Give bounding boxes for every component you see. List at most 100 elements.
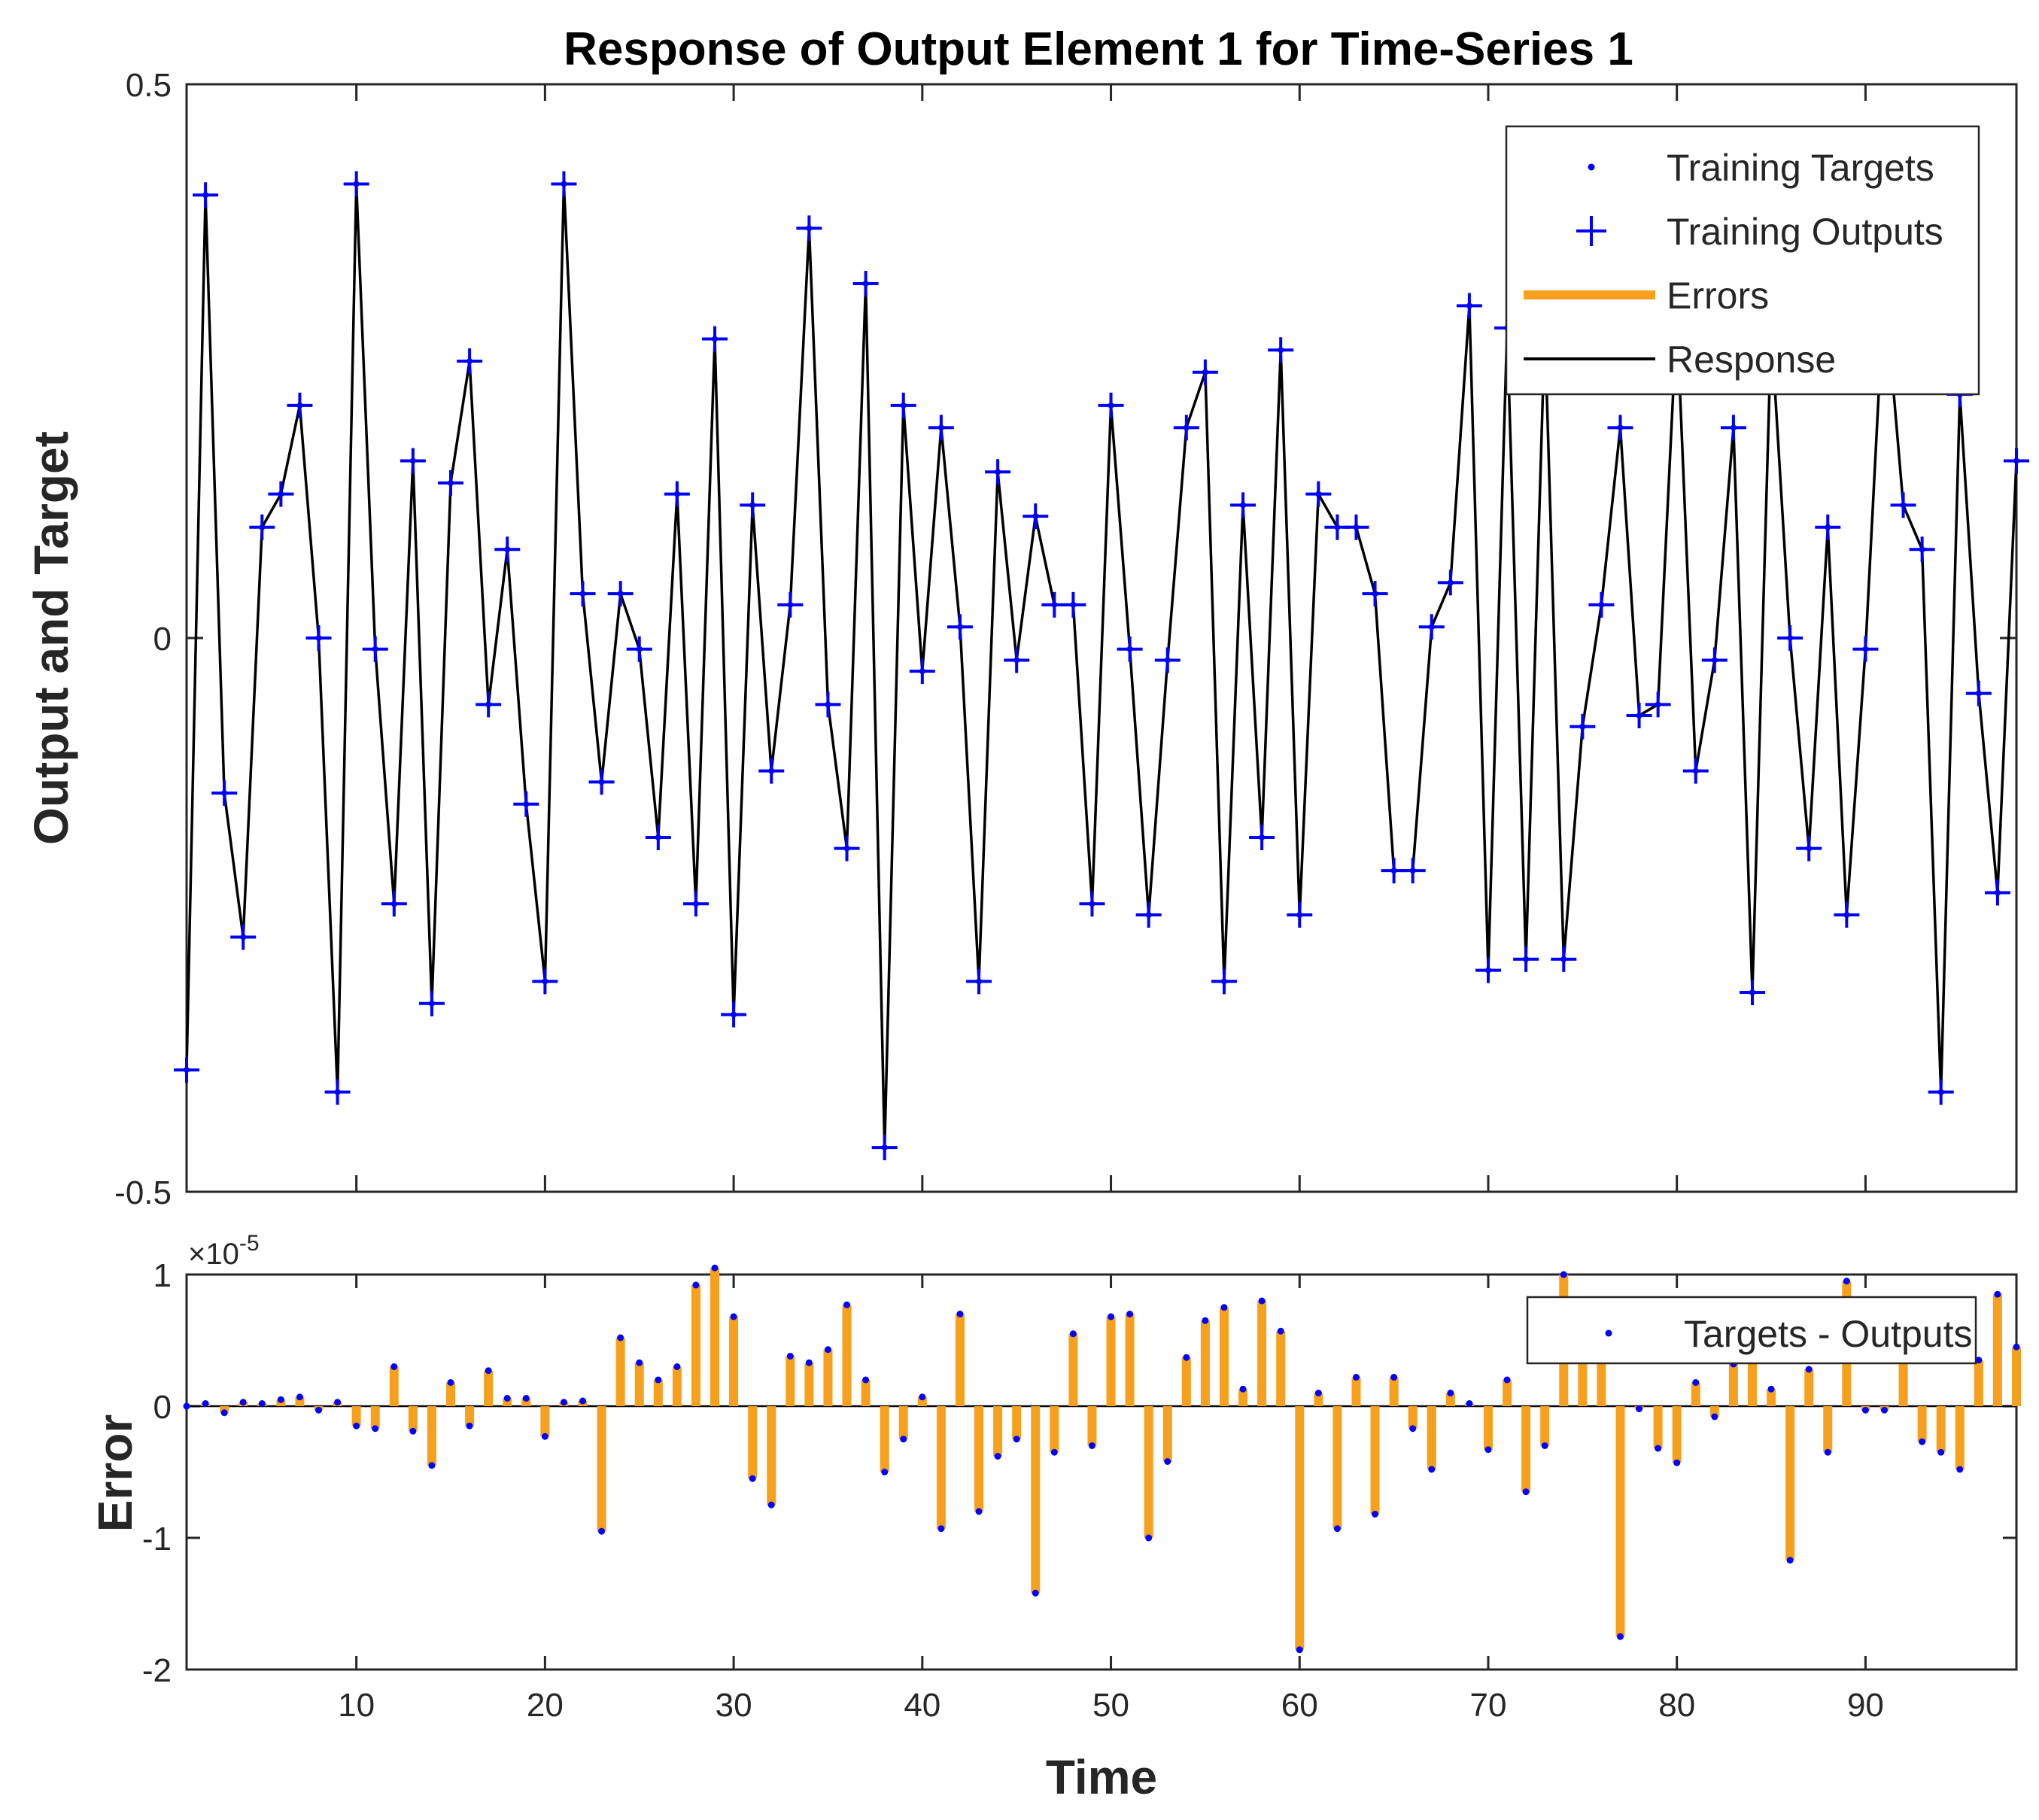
training-target-marker: [1089, 901, 1095, 907]
error-y-axis-label: Error: [88, 1414, 142, 1533]
error-point: [1013, 1436, 1020, 1443]
error-point: [1919, 1438, 1926, 1445]
training-target-marker: [409, 457, 416, 464]
error-point: [1164, 1458, 1171, 1465]
training-target-marker: [1994, 889, 2001, 896]
error-point: [1239, 1385, 1247, 1393]
training-target-marker: [1692, 767, 1699, 774]
training-target-marker: [1787, 635, 1794, 641]
error-point: [730, 1313, 737, 1320]
training-target-marker: [1484, 967, 1491, 974]
time-x-tick-label: 70: [1470, 1687, 1507, 1724]
error-point: [956, 1311, 964, 1317]
time-x-tick-label: 20: [527, 1687, 564, 1724]
training-target-marker: [712, 336, 719, 342]
error-point: [1692, 1379, 1700, 1386]
response-y-tick-label: 0: [153, 621, 172, 658]
time-x-tick-label: 30: [716, 1687, 752, 1724]
training-target-marker: [542, 978, 548, 985]
training-target-marker: [1202, 369, 1208, 375]
error-point: [334, 1399, 342, 1406]
time-x-tick-label: 80: [1658, 1687, 1695, 1724]
training-target-marker: [1975, 690, 1982, 697]
error-point: [711, 1264, 719, 1272]
training-target-marker: [749, 502, 756, 509]
training-target-marker: [523, 801, 530, 807]
time-x-tick-label: 60: [1281, 1687, 1318, 1724]
training-target-marker: [504, 546, 511, 553]
error-point: [1956, 1466, 1964, 1473]
training-target-marker: [372, 646, 378, 652]
error-point: [937, 1525, 945, 1533]
training-target-marker: [296, 402, 303, 409]
response-y-axis-label: Output and Target: [24, 431, 78, 845]
error-point: [900, 1436, 907, 1443]
error-point: [1673, 1459, 1681, 1466]
training-target-marker: [1428, 624, 1435, 630]
error-point: [1937, 1448, 1945, 1456]
error-point: [466, 1422, 473, 1430]
training-target-marker: [353, 181, 360, 187]
training-target-marker: [843, 845, 850, 852]
error-y-tick-label: 1: [153, 1257, 172, 1294]
training-target-marker: [1862, 646, 1869, 652]
legend-targets-outputs-label: Targets - Outputs: [1684, 1313, 1973, 1355]
error-point: [1655, 1445, 1662, 1452]
error-y-tick-label: 0: [153, 1389, 172, 1426]
error-point: [258, 1400, 266, 1407]
training-target-marker: [202, 192, 209, 199]
training-target-marker: [1372, 591, 1378, 597]
training-target-marker: [636, 646, 643, 652]
error-point: [447, 1379, 454, 1386]
error-x-ticks: 10 20 30 40 50 60 70 80 90: [338, 1275, 1884, 1724]
training-target-marker: [1579, 723, 1586, 730]
training-target-marker: [448, 479, 454, 486]
error-y-exponent-power: -5: [239, 1231, 260, 1256]
training-target-marker: [334, 1089, 341, 1095]
error-point: [636, 1359, 643, 1366]
training-target-marker: [1711, 657, 1718, 664]
error-series: [183, 1264, 2021, 1654]
legend-targets-outputs-marker: [1605, 1329, 1612, 1337]
training-target-marker: [466, 358, 473, 364]
error-point: [2013, 1343, 2020, 1351]
error-point: [353, 1422, 360, 1430]
training-target-marker: [184, 1067, 190, 1074]
error-point: [503, 1395, 511, 1402]
training-target-marker: [1108, 402, 1114, 409]
error-point: [1352, 1374, 1360, 1381]
error-point: [522, 1395, 530, 1402]
error-point: [767, 1501, 775, 1509]
training-target-marker: [1126, 646, 1133, 652]
training-target-marker: [1220, 978, 1227, 985]
error-point: [1522, 1488, 1530, 1496]
training-target-marker: [278, 491, 284, 497]
training-target-marker: [428, 1000, 435, 1007]
error-point: [692, 1281, 700, 1289]
error-point: [655, 1376, 662, 1384]
error-point: [1409, 1425, 1417, 1433]
training-target-marker: [561, 181, 567, 187]
response-y-tick-label: 0.5: [126, 67, 172, 104]
training-target-marker: [390, 901, 397, 907]
error-point: [824, 1346, 831, 1354]
error-point: [1616, 1633, 1624, 1640]
response-x-ticks: [355, 84, 1867, 1192]
training-target-marker: [655, 834, 661, 840]
training-target-marker: [919, 668, 925, 675]
training-target-marker: [221, 790, 228, 797]
training-target-marker: [1560, 956, 1567, 962]
error-point: [541, 1433, 548, 1440]
response-legend-box: [1505, 125, 1980, 396]
error-point: [296, 1393, 303, 1401]
training-target-marker: [1164, 657, 1171, 664]
error-point: [1333, 1525, 1341, 1533]
training-target-marker: [937, 424, 944, 431]
response-series: [174, 171, 2029, 1161]
error-point: [1805, 1366, 1813, 1373]
error-point: [277, 1396, 284, 1403]
error-point: [598, 1527, 606, 1535]
training-target-marker: [731, 1011, 737, 1018]
error-legend: Targets - Outputs: [1526, 1296, 1977, 1365]
